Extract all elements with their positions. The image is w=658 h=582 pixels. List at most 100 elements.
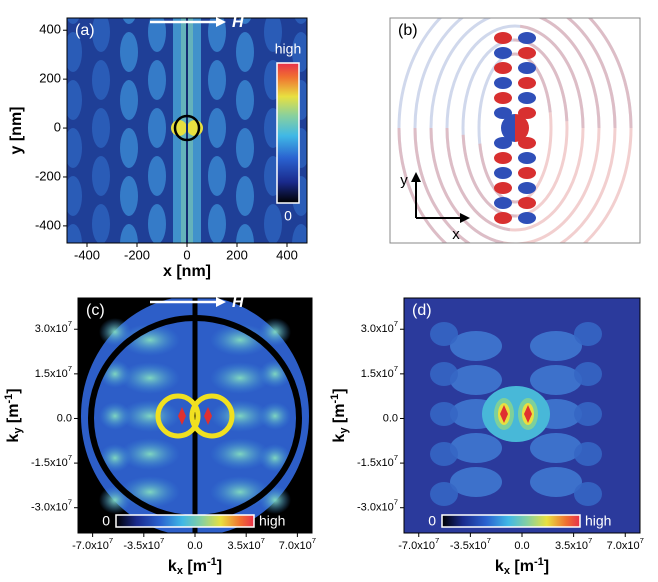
- axis-label-part: [m: [5, 404, 22, 428]
- wave-blob: [518, 92, 536, 104]
- axis-label-part: [m: [510, 558, 534, 575]
- tick-label-exp: 7: [394, 364, 398, 373]
- wave-blob: [518, 212, 536, 224]
- tick-label: 0.0: [514, 540, 529, 552]
- field-lobe: [430, 442, 458, 466]
- field-lobe: [208, 156, 226, 196]
- wave-blob: [518, 197, 536, 209]
- field-lobe: [8, 224, 26, 264]
- axis-arrow-label: y: [400, 172, 408, 189]
- field-lobe: [236, 128, 254, 168]
- wave-blob: [494, 92, 512, 104]
- field-lobe: [348, 32, 366, 72]
- tick-label-base: 1.5x10: [361, 368, 394, 380]
- field-lobe: [99, 402, 131, 430]
- field-lobe: [348, 128, 366, 168]
- axis-arrow-label: x: [452, 226, 460, 243]
- field-glow: [482, 386, 550, 442]
- tick-label: -3.5x107: [123, 536, 164, 552]
- field-lobe: [120, 128, 138, 168]
- tick-label-base: 7.0x10: [607, 540, 640, 552]
- axis-label-part: ]: [5, 388, 22, 393]
- wave-blob: [518, 182, 536, 194]
- tick-label: 1.5x107: [35, 364, 72, 380]
- axis-label: ky [m-1]: [329, 388, 350, 442]
- panel-label: (b): [398, 22, 418, 39]
- tick-label: -3.5x107: [450, 536, 491, 552]
- wave-blob: [494, 77, 512, 89]
- field-lobe: [148, 0, 166, 4]
- field-lobe: [320, 300, 338, 340]
- axis-label: kx [m-1]: [495, 556, 549, 577]
- field-lobe: [148, 108, 166, 148]
- tick-label-base: 7.0x10: [279, 540, 312, 552]
- axis-label-part: -1: [207, 556, 217, 568]
- tick-label-base: 3.0x10: [361, 323, 394, 335]
- tick-label-exp: 7: [394, 319, 398, 328]
- tick-label-exp: 7: [68, 453, 72, 462]
- axis-label-part: k: [5, 434, 22, 443]
- colorbar-label: 0: [428, 513, 436, 529]
- tick-label-base: -7.0x10: [398, 540, 435, 552]
- axis-label-part: x [nm]: [163, 263, 211, 280]
- panel-label: (d): [412, 302, 432, 319]
- axis-label: ky [m-1]: [3, 388, 24, 442]
- tick-label: 7.0x107: [607, 536, 644, 552]
- tick-label-exp: 7: [160, 536, 164, 545]
- tick-label-base: 0.0: [57, 412, 72, 424]
- wave-blob: [518, 32, 536, 44]
- tick-label-exp: 7: [68, 364, 72, 373]
- tick-label-base: -3.5x10: [123, 540, 160, 552]
- axis-label-part: k: [331, 434, 348, 443]
- wave-blob: [518, 152, 536, 164]
- field-lobe: [348, 224, 366, 264]
- field-lobe: [8, 176, 26, 216]
- field-spot: [171, 120, 187, 136]
- wave-blob: [494, 197, 512, 209]
- panel-field: [404, 298, 640, 533]
- field-lobe: [92, 156, 110, 196]
- field-lobe: [320, 60, 338, 100]
- tick-label: -3.0x107: [31, 498, 72, 514]
- wave-blob: [494, 212, 512, 224]
- field-lobe: [236, 176, 254, 216]
- field-lobe: [450, 433, 502, 463]
- field-lobe: [259, 402, 291, 430]
- field-lobe: [264, 0, 282, 4]
- tick-label-base: 0.0: [514, 540, 529, 552]
- field-lobe: [530, 433, 582, 463]
- field-lobe: [120, 176, 138, 216]
- axis-label: y [nm]: [8, 107, 25, 155]
- field-lobe: [120, 80, 138, 120]
- field-lobe: [236, 32, 254, 72]
- tick-label-exp: 7: [261, 536, 265, 545]
- field-lobe: [574, 442, 602, 466]
- axis-label-part: [m: [183, 558, 207, 575]
- tick-label-base: -3.0x10: [31, 502, 68, 514]
- field-lobe: [148, 204, 166, 244]
- field-lobe: [208, 204, 226, 244]
- colorbar: [442, 515, 580, 527]
- field-lobe: [320, 108, 338, 148]
- colorbar: [116, 515, 254, 527]
- tick-label: 3.0x107: [361, 319, 398, 335]
- field-lobe: [148, 60, 166, 100]
- axis-label-part: ]: [331, 388, 348, 393]
- tick-label-exp: 7: [68, 498, 72, 507]
- field-lobe: [348, 176, 366, 216]
- field-lobe: [36, 0, 54, 4]
- wave-blob: [494, 167, 512, 179]
- field-lobe: [574, 322, 602, 346]
- tick-label-base: 0.0: [187, 540, 202, 552]
- axis-label-part: -1: [329, 394, 341, 404]
- axis-label-part: ]: [544, 558, 549, 575]
- tick-label-base: -3.0x10: [357, 502, 394, 514]
- annotation: H: [232, 14, 244, 31]
- tick-label: 3.5x107: [555, 536, 592, 552]
- axis-label: kx [m-1]: [168, 556, 222, 577]
- tick-label: -7.0x107: [398, 536, 439, 552]
- field-lobe: [348, 272, 366, 312]
- tick-label-exp: 7: [640, 536, 644, 545]
- annotation: H: [232, 294, 244, 311]
- tick-label: -1.5x107: [31, 453, 72, 469]
